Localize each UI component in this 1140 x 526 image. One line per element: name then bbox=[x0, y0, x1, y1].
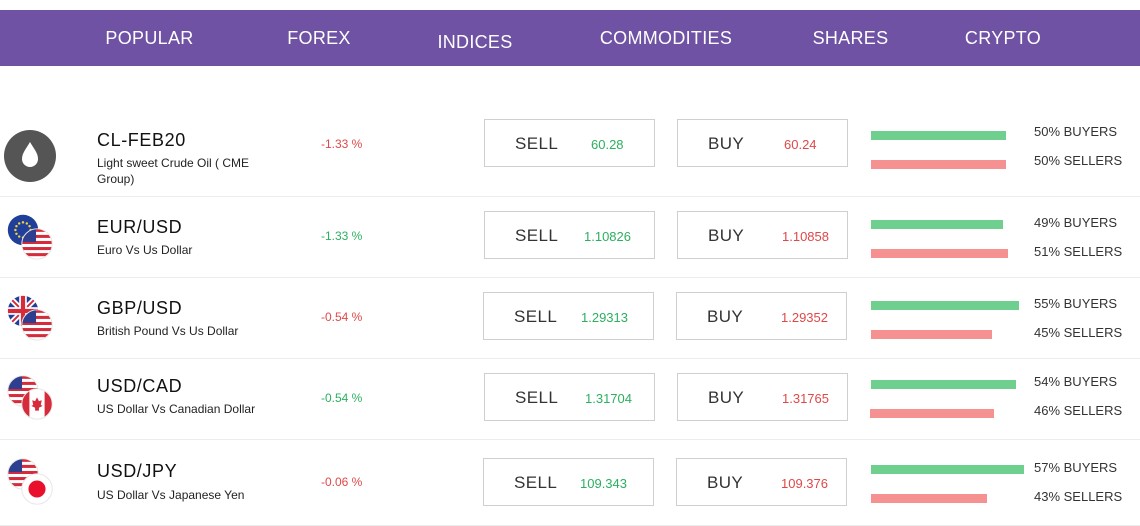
instrument-symbol: EUR/USD bbox=[97, 217, 183, 237]
buyers-percentage: 50% BUYERS bbox=[1034, 124, 1118, 139]
tab-shares[interactable]: SHARES bbox=[812, 27, 889, 48]
sellers-bar bbox=[871, 160, 1006, 169]
price-change: -0.54 % bbox=[321, 391, 363, 405]
buy-label: BUY bbox=[707, 307, 744, 326]
price-change: -1.33 % bbox=[321, 137, 363, 151]
sell-button[interactable]: SELL 1.10826 bbox=[484, 211, 655, 259]
price-change: -1.33 % bbox=[321, 229, 363, 243]
instrument-row[interactable]: EUR/USD Euro Vs Us Dollar -1.33 % SELL 1… bbox=[0, 197, 1140, 278]
buy-price: 60.24 bbox=[784, 137, 817, 152]
us-ca-flags-icon bbox=[4, 373, 56, 425]
buyers-bar bbox=[871, 220, 1003, 229]
tab-crypto[interactable]: CRYPTO bbox=[964, 27, 1042, 48]
buy-price: 1.29352 bbox=[781, 310, 828, 325]
instrument-row[interactable]: CL-FEB20 Light sweet Crude Oil ( CME Gro… bbox=[0, 112, 1140, 197]
buy-button[interactable]: BUY 60.24 bbox=[677, 119, 848, 167]
buy-price: 1.31765 bbox=[782, 391, 829, 406]
instrument-symbol: CL-FEB20 bbox=[97, 130, 186, 150]
sellers-bar bbox=[870, 409, 994, 418]
market-category-nav: POPULAR FOREX INDICES COMMODITIES SHARES… bbox=[0, 10, 1140, 66]
instrument-description: US Dollar Vs Japanese Yen bbox=[97, 488, 245, 502]
sell-price: 109.343 bbox=[580, 476, 627, 491]
sell-label: SELL bbox=[514, 473, 558, 492]
sellers-bar bbox=[871, 330, 992, 339]
tab-popular[interactable]: POPULAR bbox=[105, 27, 194, 48]
tab-commodities[interactable]: COMMODITIES bbox=[599, 27, 733, 48]
buy-price: 109.376 bbox=[781, 476, 828, 491]
sell-price: 1.31704 bbox=[585, 391, 632, 406]
price-change: -0.54 % bbox=[321, 310, 363, 324]
buyers-percentage: 57% BUYERS bbox=[1034, 460, 1118, 475]
buy-label: BUY bbox=[707, 473, 744, 492]
instrument-symbol: USD/CAD bbox=[97, 376, 183, 396]
sell-label: SELL bbox=[515, 388, 559, 407]
sell-button[interactable]: SELL 60.28 bbox=[484, 119, 655, 167]
eu-us-flags-icon bbox=[7, 214, 56, 263]
sell-label: SELL bbox=[514, 307, 558, 326]
tab-indices[interactable]: INDICES bbox=[437, 31, 513, 52]
buy-label: BUY bbox=[708, 388, 745, 407]
buy-button[interactable]: BUY 1.31765 bbox=[677, 373, 848, 421]
sell-label: SELL bbox=[515, 226, 559, 245]
instrument-description: British Pound Vs Us Dollar bbox=[97, 324, 239, 338]
instrument-row[interactable]: USD/JPY US Dollar Vs Japanese Yen -0.06 … bbox=[0, 440, 1140, 526]
sellers-percentage: 43% SELLERS bbox=[1034, 489, 1123, 504]
sellers-percentage: 46% SELLERS bbox=[1034, 403, 1123, 418]
sell-price: 1.29313 bbox=[581, 310, 628, 325]
instrument-description: Euro Vs Us Dollar bbox=[97, 243, 193, 257]
sell-label: SELL bbox=[515, 134, 559, 153]
instrument-symbol: USD/JPY bbox=[97, 461, 178, 481]
sell-price: 1.10826 bbox=[584, 229, 631, 244]
buy-button[interactable]: BUY 109.376 bbox=[676, 458, 847, 506]
instrument-row[interactable]: USD/CAD US Dollar Vs Canadian Dollar -0.… bbox=[0, 359, 1140, 440]
sellers-percentage: 45% SELLERS bbox=[1034, 325, 1123, 340]
buyers-bar bbox=[871, 380, 1016, 389]
buy-button[interactable]: BUY 1.29352 bbox=[676, 292, 847, 340]
buy-button[interactable]: BUY 1.10858 bbox=[677, 211, 848, 259]
sell-button[interactable]: SELL 1.31704 bbox=[484, 373, 655, 421]
buyers-percentage: 49% BUYERS bbox=[1034, 215, 1118, 230]
instrument-description: US Dollar Vs Canadian Dollar bbox=[97, 402, 256, 416]
sellers-percentage: 51% SELLERS bbox=[1034, 244, 1123, 259]
sellers-bar bbox=[871, 249, 1008, 258]
instrument-row[interactable]: GBP/USD British Pound Vs Us Dollar -0.54… bbox=[0, 278, 1140, 359]
buyers-bar bbox=[871, 465, 1024, 474]
sellers-percentage: 50% SELLERS bbox=[1034, 153, 1123, 168]
sell-button[interactable]: SELL 109.343 bbox=[483, 458, 654, 506]
sell-button[interactable]: SELL 1.29313 bbox=[483, 292, 654, 340]
buyers-percentage: 54% BUYERS bbox=[1034, 374, 1118, 389]
sellers-bar bbox=[871, 494, 987, 503]
us-jp-flags-icon bbox=[4, 456, 53, 505]
sell-price: 60.28 bbox=[591, 137, 624, 152]
buyers-bar bbox=[871, 131, 1006, 140]
instrument-list: CL-FEB20 Light sweet Crude Oil ( CME Gro… bbox=[0, 112, 1140, 526]
buyers-bar bbox=[871, 301, 1019, 310]
instrument-description: Light sweet Crude Oil ( CME Group) bbox=[97, 156, 250, 186]
oil-drop-icon bbox=[4, 130, 56, 182]
price-change: -0.06 % bbox=[321, 475, 363, 489]
buy-label: BUY bbox=[708, 134, 745, 153]
buy-price: 1.10858 bbox=[782, 229, 829, 244]
instrument-symbol: GBP/USD bbox=[97, 298, 183, 318]
buy-label: BUY bbox=[708, 226, 745, 245]
uk-us-flags-icon bbox=[4, 292, 56, 344]
buyers-percentage: 55% BUYERS bbox=[1034, 296, 1118, 311]
tab-forex[interactable]: FOREX bbox=[287, 27, 351, 48]
